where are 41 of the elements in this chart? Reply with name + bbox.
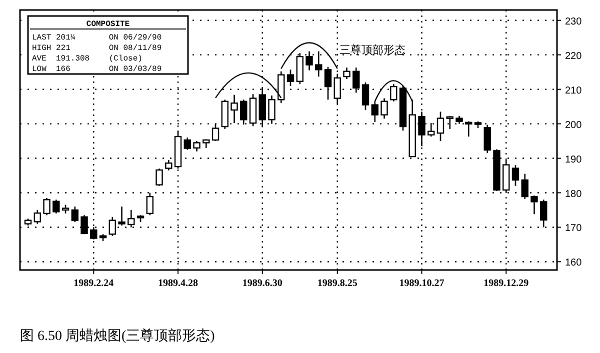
x-tick-label: 1989.10.27 [399,278,444,289]
candlestick [156,168,163,187]
candlestick [43,197,50,216]
candlestick [165,159,172,171]
y-tick-label: 200 [565,120,582,131]
candlestick [530,194,538,215]
x-tick-label: 1989.2.24 [74,278,114,289]
y-tick-label: 190 [565,154,582,166]
candlestick [286,69,294,87]
x-tick-label: 1989.12.29 [484,278,529,289]
x-tick-label: 1989.8.25 [317,278,358,289]
candlestick [184,136,191,150]
candlestick [380,98,388,120]
y-tick-label: 230 [565,16,582,28]
candlestick [71,206,79,223]
y-tick-label: 220 [565,50,582,62]
annotation: HIGH 221 ON 08/11/89 [32,44,162,53]
candlestick [230,94,238,124]
caption: 图 6.50 周蜡烛图(三尊顶部形态) [20,328,216,344]
x-tick-label: 1989.6.30 [242,278,282,289]
candlestick [371,100,378,123]
candlestick [34,209,42,224]
annotation: LOW 166 ON 03/03/89 [32,65,162,74]
y-tick-label: 160 [565,258,582,269]
candlestick [52,199,60,214]
x-tick-label: 1989.4.28 [158,278,198,289]
annotation: COMPOSITE [86,20,130,29]
candlestick [193,140,200,152]
annotation: AVE 191.308 (Close) [32,54,142,64]
annotation: LAST 201¼ ON 06/29/90 [32,34,162,42]
candlestick [362,82,370,111]
candlestick [484,124,491,154]
candlestick [512,164,520,187]
y-tick-label: 210 [565,85,582,96]
candlestick [343,66,350,80]
candlestick [118,206,126,226]
candlestick [268,94,276,124]
y-tick-label: 180 [565,188,582,200]
candlestick [436,111,444,142]
y-tick-label: 170 [565,223,582,234]
annotation: 三尊顶部形态 [340,43,406,56]
